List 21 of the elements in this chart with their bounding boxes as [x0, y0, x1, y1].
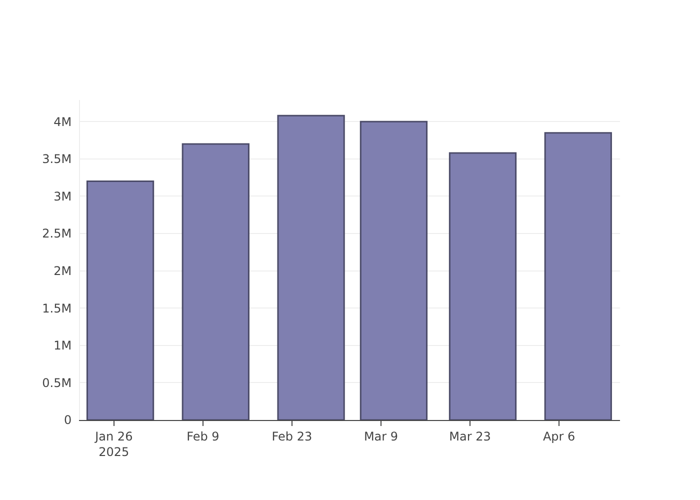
x-tick-label: Feb 23	[272, 429, 312, 444]
bar	[448, 152, 517, 420]
bar	[86, 180, 154, 420]
y-tick-label: 3M	[54, 189, 72, 204]
bar	[182, 143, 250, 420]
y-tick-label: 4M	[54, 114, 72, 129]
y-tick-label: 0	[64, 413, 72, 428]
x-tick-label: Mar 23	[449, 429, 491, 444]
bar	[544, 132, 612, 420]
y-tick-label: 1M	[54, 338, 72, 353]
y-tick-label: 3.5M	[42, 152, 72, 166]
x-tick-label: Jan 26 2025	[94, 429, 133, 459]
x-tick-label: Apr 6	[542, 429, 576, 444]
bar	[277, 114, 345, 420]
y-tick-label: 2M	[54, 264, 72, 278]
y-tick-label: 1.5M	[42, 301, 72, 316]
bar	[360, 120, 428, 420]
y-tick-label: 0.5M	[42, 376, 72, 390]
x-tick-label: Feb 9	[186, 429, 220, 444]
x-tick-label: Mar 9	[364, 429, 398, 444]
y-tick-label: 2.5M	[42, 226, 72, 241]
